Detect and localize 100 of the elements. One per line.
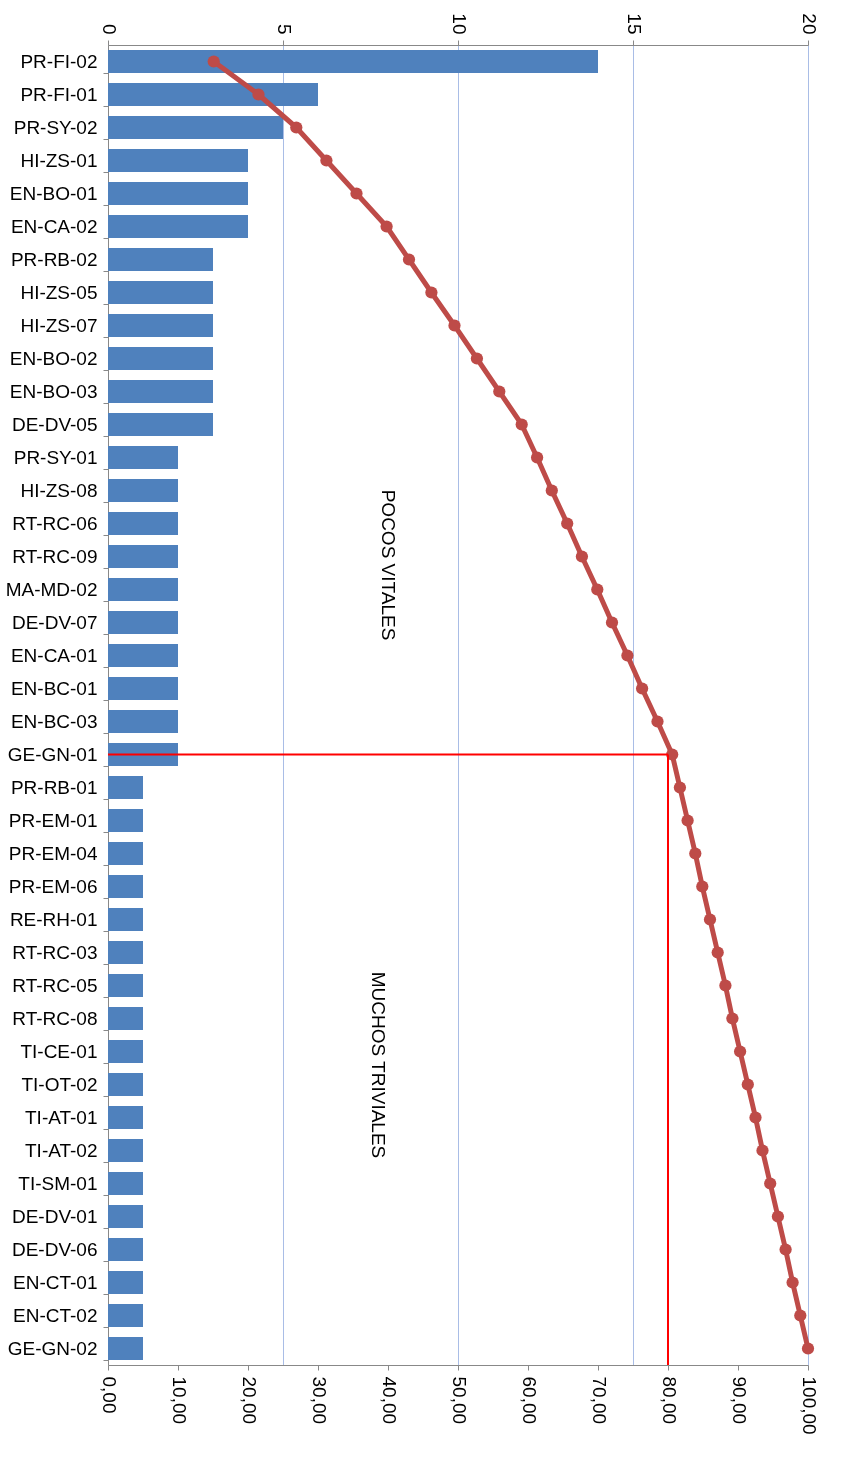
y-tick-label: EN-BC-03 (10, 710, 98, 732)
y-tick-label: HI-ZS-07 (20, 314, 98, 336)
bar (108, 841, 143, 866)
bar (108, 1336, 143, 1361)
bar (108, 1006, 143, 1031)
y-tick-label: EN-CA-02 (10, 215, 98, 237)
bar (108, 775, 143, 800)
y-tick-label: PR-EM-04 (8, 842, 98, 864)
y-tick-label: TI-SM-01 (18, 1172, 98, 1194)
y-tick-label: PR-SY-02 (13, 116, 98, 138)
bar (108, 973, 143, 998)
point (733, 1045, 747, 1058)
x2-tick-label: 70,00 (588, 1376, 610, 1425)
bar (108, 511, 178, 536)
bar (108, 280, 213, 305)
bar (108, 82, 318, 107)
point (711, 946, 724, 959)
point (207, 55, 220, 68)
point (493, 385, 506, 398)
x2-tick-label: 0,00 (98, 1376, 120, 1414)
point (703, 913, 717, 926)
x2-tick-label: 40,00 (378, 1376, 400, 1425)
y-tick-label: HI-ZS-05 (20, 281, 98, 303)
bar (108, 379, 213, 404)
y-tick-label: MA-MD-02 (5, 578, 98, 600)
point (515, 418, 528, 431)
x2-tick-label: 50,00 (448, 1376, 470, 1425)
point (380, 220, 393, 233)
point (764, 1177, 777, 1190)
point (545, 484, 558, 497)
bar (108, 115, 283, 140)
x2-tick-label: 100,00 (798, 1376, 820, 1435)
x2-tick-label: 80,00 (658, 1376, 680, 1425)
point (350, 187, 363, 200)
point (771, 1210, 785, 1223)
x-tick-label: 10 (448, 13, 470, 35)
y-tick-label: EN-BO-03 (9, 380, 98, 402)
point (681, 814, 694, 827)
y-tick-label: RT-RC-09 (12, 545, 98, 567)
bar (108, 49, 598, 74)
x2-tick-label: 10,00 (168, 1376, 190, 1425)
y-tick-label: RT-RC-08 (12, 1007, 98, 1029)
point (470, 352, 484, 365)
y-tick-label: RE-RH-01 (9, 908, 98, 930)
annotation: MUCHOS TRIVIALES (368, 971, 389, 1159)
point (741, 1078, 754, 1091)
point (696, 880, 709, 893)
y-tick-label: RT-RC-05 (12, 974, 98, 996)
x-tick-label: 5 (273, 23, 295, 35)
y-tick-label: TI-OT-02 (21, 1073, 98, 1095)
point (689, 847, 702, 860)
bar (108, 940, 143, 965)
point (635, 682, 649, 695)
bar (108, 610, 178, 635)
x2-tick-label: 30,00 (308, 1376, 330, 1425)
y-tick-label: EN-BC-01 (10, 677, 98, 699)
bar (108, 643, 178, 668)
y-tick-label: DE-DV-07 (11, 611, 98, 633)
point (673, 781, 687, 794)
y-tick-label: EN-CA-01 (10, 644, 98, 666)
y-tick-label: PR-FI-02 (20, 50, 98, 72)
bar (108, 709, 178, 734)
bar (108, 1270, 143, 1295)
y-tick-label: PR-EM-01 (8, 809, 98, 831)
bar (108, 544, 178, 569)
bar (108, 1237, 143, 1262)
bar (108, 313, 213, 338)
bar (108, 445, 178, 470)
bar (108, 412, 213, 437)
point (530, 451, 544, 464)
point (756, 1144, 769, 1157)
point (779, 1243, 792, 1256)
y-tick-label: EN-CT-02 (13, 1304, 98, 1326)
bar (108, 148, 248, 173)
bar (108, 346, 213, 371)
x2-tick-label: 20,00 (238, 1376, 260, 1425)
point (575, 550, 589, 563)
bar (108, 1204, 143, 1229)
y-tick-label: EN-BO-01 (9, 182, 98, 204)
y-tick-label: TI-CE-01 (20, 1040, 98, 1062)
bar (108, 808, 143, 833)
bar (108, 1171, 143, 1196)
point (591, 583, 604, 596)
point (252, 88, 265, 101)
y-tick-label: RT-RC-03 (12, 941, 98, 963)
y-tick-label: HI-ZS-01 (20, 149, 98, 171)
x-tick-label: 15 (623, 13, 645, 35)
point (801, 1342, 815, 1355)
y-tick-label: RT-RC-06 (12, 512, 98, 534)
y-tick-label: PR-RB-01 (10, 776, 98, 798)
point (651, 715, 664, 728)
point (726, 1012, 739, 1025)
bar (108, 214, 248, 239)
point (290, 121, 303, 134)
x-tick-label: 0 (98, 23, 120, 35)
y-tick-label: DE-DV-05 (11, 413, 98, 435)
y-tick-label: PR-SY-01 (13, 446, 98, 468)
point (320, 154, 333, 167)
point (448, 319, 461, 332)
bar (108, 1303, 143, 1328)
